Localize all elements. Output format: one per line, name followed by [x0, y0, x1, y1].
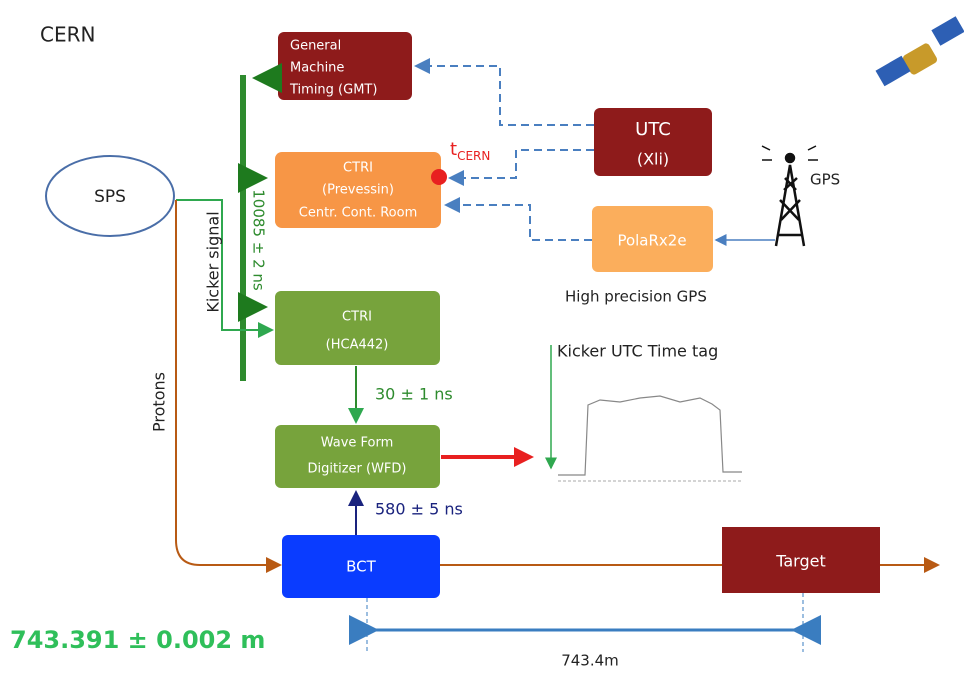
waveform: [558, 396, 742, 481]
delay-580: 580 ± 5 ns: [375, 500, 463, 519]
tcern-label: tCERN: [450, 139, 490, 163]
high-precision-gps: High precision GPS: [565, 288, 707, 306]
target-label: Target: [775, 552, 826, 571]
ctri-prevessin-line: (Prevessin): [322, 183, 394, 198]
satellite: [876, 16, 964, 86]
tcern-point: [431, 169, 447, 185]
ctri-prevessin-line: Centr. Cont. Room: [299, 206, 417, 221]
kicker-signal: Kicker signal: [204, 211, 223, 312]
protons-label: Protons: [150, 372, 169, 432]
kicker-time-tag: Kicker UTC Time tag: [557, 342, 718, 361]
delay-10085: 10085 ± 2 ns: [250, 189, 268, 291]
distance-label: 743.4m: [561, 652, 619, 670]
delay-30: 30 ± 1 ns: [375, 385, 453, 404]
sps-label: SPS: [94, 187, 126, 207]
utc-line: UTC: [635, 119, 671, 140]
ctri-prevessin-line: CTRI: [343, 161, 373, 176]
distance-precise: 743.391 ± 0.002 m: [10, 626, 265, 654]
distance-guides: [367, 593, 803, 652]
gps-label: GPS: [810, 171, 840, 189]
gmt-line: Machine: [290, 61, 344, 76]
timing-links: [416, 66, 594, 240]
wfd-line: Wave Form: [321, 436, 394, 451]
ctri-hca-line: CTRI: [342, 310, 372, 325]
gmt-line: Timing (GMT): [289, 83, 377, 98]
gps-tower: [762, 146, 818, 246]
bct-label: BCT: [346, 558, 377, 576]
title: CERN: [40, 23, 95, 47]
ctri-hca-box: [275, 291, 440, 365]
diagram: CERN General Machine Timing (GMT) UTC (X…: [0, 0, 964, 674]
utc-line: (Xli): [637, 150, 669, 169]
polarx-label: PolaRx2e: [617, 232, 686, 250]
ctri-hca-line: (HCA442): [326, 338, 389, 353]
wfd-line: Digitizer (WFD): [308, 462, 407, 477]
gmt-line: General: [290, 39, 341, 54]
wfd-box: [275, 425, 440, 488]
timing-bus: [240, 75, 246, 381]
